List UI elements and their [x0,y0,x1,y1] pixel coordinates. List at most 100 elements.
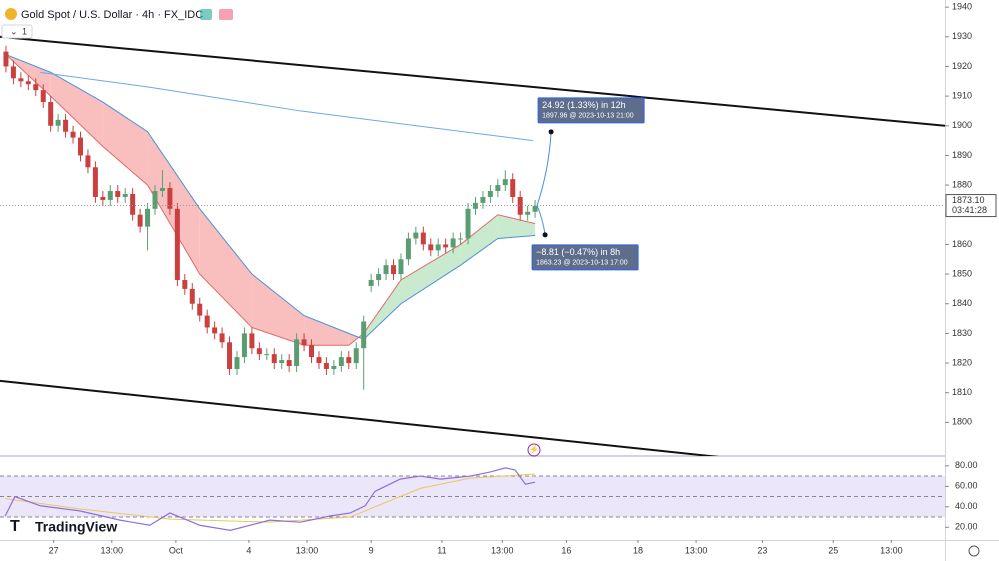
candle-body [495,185,501,192]
candle-body [249,333,255,349]
candle-body [487,191,493,197]
candle-body [405,238,411,260]
candle-body [480,196,486,203]
candle-body [18,78,24,82]
candle-body [420,232,426,245]
candle-body [227,342,233,369]
y-tick-label: 40.00 [955,501,978,511]
x-tick-label: 13:00 [296,545,319,555]
trendline [0,379,720,456]
candle-body [398,259,404,275]
rsi-line [4,467,536,531]
candle-body [107,191,113,200]
candle-body [271,354,277,364]
candle-body [346,357,352,364]
candle-body [301,339,307,346]
y-tick-label: 1850 [952,268,972,278]
y-tick-label: 1810 [952,387,972,397]
measure-arrow [536,131,552,206]
layout-count: 1 [22,26,27,36]
x-tick-label: 27 [49,545,59,555]
x-tick-label: 18 [633,545,643,555]
badge [219,9,233,20]
candle-body [241,333,247,358]
candle-body [130,193,136,215]
candle-body [167,188,173,209]
event-icon-glyph: ⚡ [529,444,539,454]
measure-point [548,129,554,135]
y-tick-label: 1800 [952,417,972,427]
y-tick-label: 1940 [952,1,972,11]
candle-body [323,363,329,369]
badge [200,9,212,20]
candle-body [353,348,359,364]
candle-body [48,102,54,126]
candle-body [145,208,151,227]
y-tick-label: 1880 [952,179,972,189]
cloud-fill [304,315,349,346]
x-tick-label: 23 [757,545,767,555]
candle-body [450,238,456,248]
logo-mark: T [10,518,20,535]
candle-body [331,366,337,369]
event-icon[interactable] [527,443,541,457]
y-tick-label: 1820 [952,357,972,367]
candle-body [55,119,61,126]
settings-button[interactable] [968,545,980,557]
last-price-label: 1873.10 [952,195,985,205]
candle-body [294,339,300,367]
candle-body [182,280,188,289]
candle-body [286,360,292,367]
candle-body [510,179,516,197]
last-price-box [945,194,997,218]
candle-body [458,238,464,240]
candle-body [159,188,165,192]
overlay: 1800181018201830184018501860187018801890… [49,1,997,555]
measure-box [537,97,645,124]
candle-body [63,119,69,132]
candle-body [197,303,203,316]
y-tick-label: 1900 [952,120,972,130]
candle-body [234,357,240,369]
candle-body [137,214,143,227]
y-tick-label: 60.00 [955,481,978,491]
candle-body [525,211,531,215]
candle-body [10,66,16,79]
measure-text: −8.81 (−0.47%) in 8h [536,247,620,257]
rsi-ma [5,473,536,523]
cloud-fill [251,274,305,346]
candle-body [368,280,374,286]
candle-body [361,321,367,349]
trendline [0,35,945,127]
candle-body [316,357,322,364]
candle-body [465,208,471,239]
candle-body [100,196,106,200]
collapse-icon: ⌄ [10,26,18,36]
measure-point [542,232,548,238]
y-tick-label: 1840 [952,298,972,308]
candle-body [279,360,285,364]
y-tick-label: 80.00 [955,460,978,470]
candle-body [309,345,315,358]
candle-body [3,51,9,67]
candle-body [189,288,195,304]
cloud-fill [102,102,148,186]
x-tick-label: 16 [561,545,571,555]
candle-body [517,196,523,215]
candle-body [532,205,538,212]
cloud-fill [400,244,461,304]
rsi-pane [0,467,945,531]
candle-body [338,357,344,367]
cloud-line [5,54,536,340]
collapse-button[interactable] [1,24,33,39]
candle-body [413,232,419,239]
chart-title: Gold Spot / U.S. Dollar · 4h · FX_IDC [21,9,203,21]
y-tick-label: 1890 [952,150,972,160]
x-tick-label: 4 [246,545,251,555]
y-tick-label: 1830 [952,328,972,338]
cloud-fill [363,280,401,340]
y-tick-label: 20.00 [955,522,978,532]
measure-detail: 1863.23 @ 2023-10-13 17:00 [536,260,628,267]
cloud-fill [460,214,498,266]
candle-body [25,81,31,85]
